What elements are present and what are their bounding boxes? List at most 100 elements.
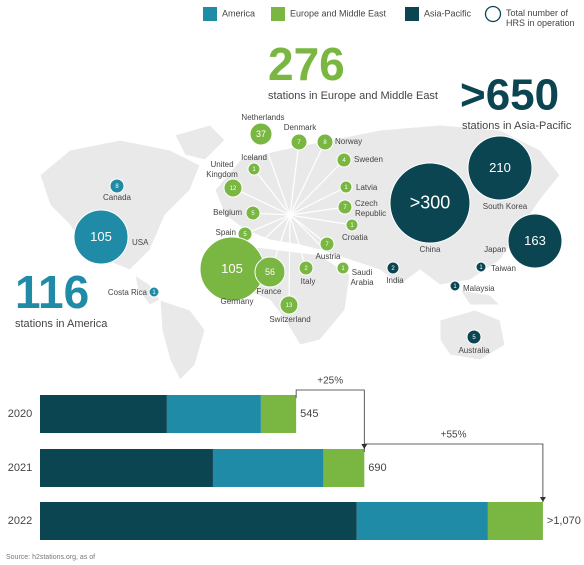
bubble-label: Saudi Arabia [350,268,374,287]
headline-text: stations in Europe and Middle East [268,90,438,102]
bubble [148,286,160,298]
bubble [336,261,350,275]
bar-chart: 2020 545 2021 690 2022 >1,070 +25% +55% Source: … [6,376,581,561]
legend: America Europe and Middle East Asia-Pacifi… [203,5,575,28]
bar-segment [40,449,213,487]
bubble-label: China [420,245,441,254]
bubble-label: Malaysia [463,284,495,293]
bubble-value: 7 [325,242,329,248]
connector-line [289,141,300,216]
bubble-label: Czech Republic [355,199,386,218]
bubble [507,213,563,269]
bubble-label: Denmark [284,123,317,132]
annotation-label: +25% [317,376,343,387]
bubble [336,152,352,168]
bubble [279,295,299,315]
bubble-label: USA [132,238,149,247]
legend-label: Asia-Pacific [424,8,472,18]
bubble-value: 1 [350,223,354,229]
bubble-value: 4 [342,158,346,164]
bubble-label: Norway [335,137,362,146]
bubble-value: 7 [343,205,347,211]
bubble-value: 12 [230,186,237,192]
headline-text: stations in America [15,318,108,330]
legend-label: America [222,8,255,18]
bubble-label: Canada [103,193,132,202]
connector-line [289,214,353,226]
bubble-value: 13 [286,303,293,309]
bubble-label: Netherlands [241,113,284,122]
bubble [466,329,482,345]
bubble [386,261,400,275]
bubble-label: Australia [458,346,490,355]
connector-line [289,214,307,269]
legend-circle [484,5,502,23]
bubble [247,162,261,176]
bubble-value: 105 [221,261,243,276]
bubble-value: 5 [472,335,476,341]
bar-segment [260,395,297,433]
bubble [475,261,487,273]
bubble [316,133,334,151]
bubble-value: 1 [344,185,348,191]
total-label: 690 [368,462,386,474]
bubble-label: India [386,276,404,285]
bubble-value: 7 [297,140,301,146]
bubble-label: Latvia [356,183,378,192]
bubble-label: Costa Rica [108,288,148,297]
annotation-label: +55% [441,430,467,441]
bar-segment [323,449,365,487]
annotation-arrow [539,497,546,502]
bubble-label: Belgium [213,208,242,217]
bubble-label: Spain [216,228,236,237]
legend-label: Europe and Middle East [290,8,387,18]
bubble-label: Croatia [342,233,368,242]
headline-value: 116 [15,266,89,318]
total-label: >1,070 [547,515,581,527]
bubble [345,218,359,232]
connector-line [289,141,326,216]
year-label: 2022 [8,515,32,527]
connector-line [232,187,291,216]
bubble-value: 8 [323,140,327,146]
bar-segment [166,395,261,433]
bar-segment [40,502,357,540]
connector-line [260,133,291,216]
bubble [290,133,308,151]
legend-swatch [271,7,285,21]
bubble-value: 163 [524,233,546,248]
bubble-value: 2 [391,266,395,272]
bubble-value: 1 [341,266,345,272]
bubble [319,236,335,252]
legend-label: Total number of HRS in operation [506,8,575,28]
bubble-label: Switzerland [269,315,310,324]
bar-segment [212,449,324,487]
legend-swatch [405,7,419,21]
bubble-label: Japan [484,245,506,254]
bubble-value: 5 [251,211,255,217]
bubble-label: Germany [221,297,254,306]
year-label: 2020 [8,408,32,420]
bubble-label: France [257,287,282,296]
bubble-value: 1 [453,284,457,290]
bubble [254,256,286,288]
connector-line [289,186,347,216]
source-note: Source: h2stations.org, as of [6,554,95,561]
bubble-value: 1 [479,265,483,271]
headline-value: 276 [268,38,345,90]
bubble [339,180,353,194]
bubble [245,205,261,221]
connector-line [289,159,345,216]
bubble [389,162,471,244]
bubble-value: 1 [152,290,156,296]
connector-line [289,214,344,269]
bubble-label: South Korea [483,202,528,211]
bar-segment [487,502,543,540]
bubble-label: Iceland [241,153,267,162]
bubble [449,280,461,292]
bubble-label: Austria [316,252,341,261]
legend-swatch [203,7,217,21]
bar-segment [356,502,488,540]
